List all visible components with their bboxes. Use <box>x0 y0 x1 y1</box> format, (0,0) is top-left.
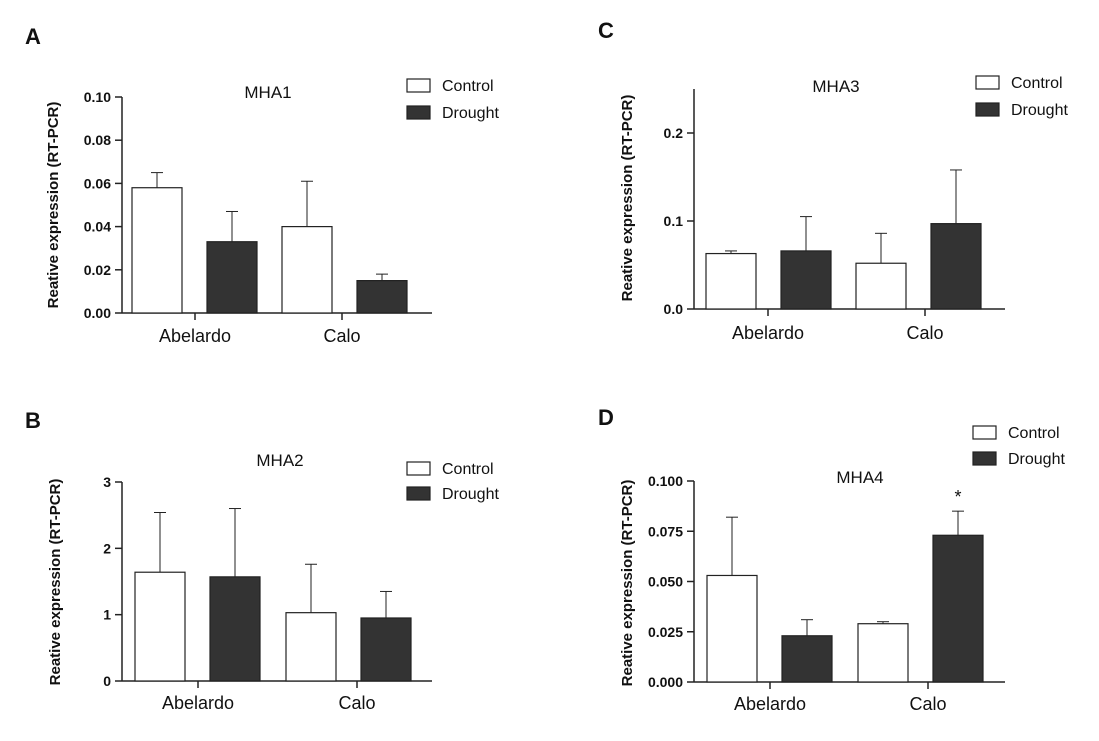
chart-title: MHA4 <box>836 468 883 487</box>
legend-swatch-control <box>972 425 997 440</box>
y-tick-label: 0.2 <box>664 125 684 141</box>
x-category-label: Calo <box>909 694 946 714</box>
y-tick-label: 2 <box>103 540 111 556</box>
panel-letter: B <box>25 408 41 433</box>
bar-drought-abelardo <box>209 576 261 682</box>
legend-swatch-drought <box>406 486 431 501</box>
bar-drought-abelardo <box>206 241 258 314</box>
legend-swatch-drought <box>975 102 1000 117</box>
legend-swatch-control <box>406 78 431 93</box>
bar-drought-calo <box>360 617 412 682</box>
y-tick-label: 0.02 <box>84 262 111 278</box>
chart-title: MHA2 <box>256 451 303 470</box>
legend-label-control: Control <box>1011 75 1063 92</box>
y-tick-label: 0.10 <box>84 89 111 105</box>
legend-swatch-control <box>975 75 1000 90</box>
y-tick-label: 1 <box>103 607 111 623</box>
legend-label-control: Control <box>1008 425 1060 442</box>
x-category-label: Abelardo <box>162 693 234 713</box>
y-tick-label: 3 <box>103 474 111 490</box>
x-category-label: Abelardo <box>159 326 231 346</box>
panel-letter: C <box>598 18 614 43</box>
y-tick-label: 0.00 <box>84 305 111 321</box>
y-axis-label: Reative expression (RT-PCR) <box>619 95 636 302</box>
bar-drought-abelardo <box>781 635 833 683</box>
legend-label-control: Control <box>442 78 494 95</box>
y-axis-label: Reative expression (RT-PCR) <box>619 480 636 687</box>
y-tick-label: 0.06 <box>84 175 111 191</box>
legend-swatch-drought <box>972 451 997 466</box>
bar-control-calo <box>285 612 337 682</box>
bar-drought-abelardo <box>780 250 832 310</box>
y-tick-label: 0.04 <box>84 219 111 235</box>
bar-control-abelardo <box>134 571 186 682</box>
chart-title: MHA3 <box>812 77 859 96</box>
y-tick-label: 0.1 <box>664 213 684 229</box>
bar-control-abelardo <box>706 574 758 683</box>
bar-drought-calo <box>930 223 982 310</box>
x-category-label: Abelardo <box>734 694 806 714</box>
y-tick-label: 0.025 <box>648 624 683 640</box>
bar-drought-calo <box>932 534 984 683</box>
legend-label-control: Control <box>442 461 494 478</box>
legend-label-drought: Drought <box>442 486 499 503</box>
x-category-label: Abelardo <box>732 323 804 343</box>
chart-title: MHA1 <box>244 83 291 102</box>
x-category-label: Calo <box>906 323 943 343</box>
bar-drought-calo <box>356 280 408 314</box>
legend-label-drought: Drought <box>442 105 499 122</box>
y-axis-label: Reative expression (RT-PCR) <box>47 479 64 686</box>
y-tick-label: 0 <box>103 673 111 689</box>
chart-panel-d: D MHA4 Reative expression (RT-PCR) 0.000 0.0… <box>598 405 1065 714</box>
legend-label-drought: Drought <box>1008 451 1065 468</box>
x-category-label: Calo <box>338 693 375 713</box>
y-tick-label: 0.100 <box>648 473 683 489</box>
y-tick-label: 0.075 <box>648 523 683 539</box>
legend-swatch-control <box>406 461 431 476</box>
bar-control-abelardo <box>705 252 757 310</box>
y-tick-label: 0.050 <box>648 574 683 590</box>
bar-control-calo <box>281 226 333 314</box>
legend-swatch-drought <box>406 105 431 120</box>
x-category-label: Calo <box>323 326 360 346</box>
chart-panel-a: A MHA1 Reative expression (RT-PCR) 0.00 0.02… <box>25 24 499 346</box>
bar-control-abelardo <box>131 187 183 314</box>
y-tick-label: 0.000 <box>648 674 683 690</box>
chart-panel-b: B MHA2 Reative expression (RT-PCR) 0 1 2 3 Abel… <box>25 408 499 713</box>
y-tick-label: 0.08 <box>84 132 111 148</box>
y-tick-label: 0.0 <box>664 301 684 317</box>
chart-panel-c: C MHA3 Reative expression (RT-PCR) 0.0 0.1 0.… <box>598 18 1068 343</box>
y-axis-label: Reative expression (RT-PCR) <box>45 102 62 309</box>
bar-control-calo <box>855 262 907 310</box>
bar-control-calo <box>857 623 909 683</box>
panel-letter: A <box>25 24 41 49</box>
significance-marker: * <box>954 487 961 507</box>
panel-letter: D <box>598 405 614 430</box>
legend-label-drought: Drought <box>1011 102 1068 119</box>
